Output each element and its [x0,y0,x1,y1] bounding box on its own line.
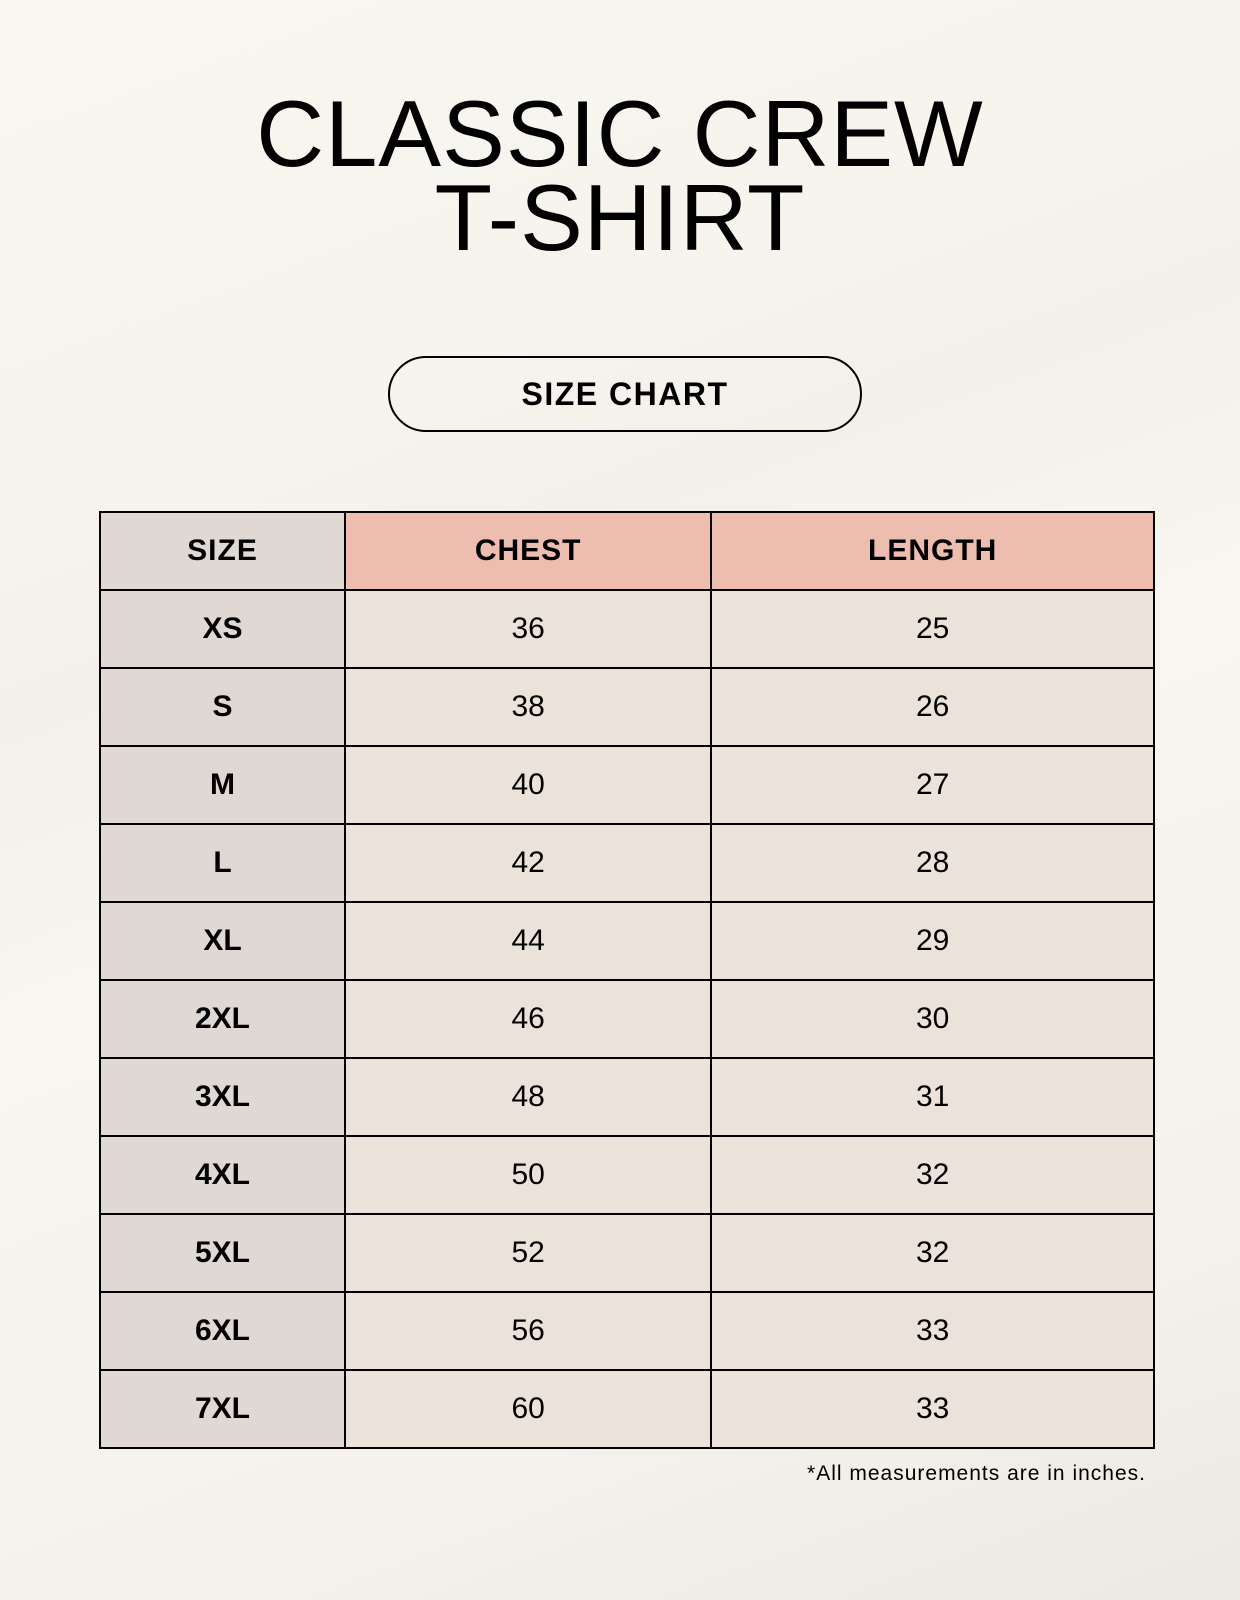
chest-cell: 48 [343,1057,713,1137]
chest-cell: 42 [343,823,713,903]
size-cell: L [99,823,346,903]
title-line-2: T-SHIRT [434,165,806,270]
table-row: XS 36 25 [99,589,1155,669]
length-cell: 33 [710,1291,1155,1371]
chest-cell: 56 [343,1291,713,1371]
page-title: CLASSIC CREW T-SHIRT [0,81,1240,270]
table-row: 4XL 50 32 [99,1135,1155,1215]
table-row: 5XL 52 32 [99,1213,1155,1293]
chest-cell: 38 [343,667,713,747]
chest-cell: 50 [343,1135,713,1215]
table-row: M 40 27 [99,745,1155,825]
size-cell: 5XL [99,1213,346,1293]
table-row: 3XL 48 31 [99,1057,1155,1137]
table-row: L 42 28 [99,823,1155,903]
chest-cell: 44 [343,901,713,981]
length-cell: 32 [710,1135,1155,1215]
chest-cell: 46 [343,979,713,1059]
length-cell: 25 [710,589,1155,669]
length-cell: 31 [710,1057,1155,1137]
size-cell: XL [99,901,346,981]
length-cell: 27 [710,745,1155,825]
table-row: XL 44 29 [99,901,1155,981]
size-cell: 2XL [99,979,346,1059]
size-cell: S [99,667,346,747]
chest-cell: 40 [343,745,713,825]
size-cell: M [99,745,346,825]
header-chest: CHEST [343,511,713,591]
title-line-1: CLASSIC CREW [256,81,984,186]
size-chart-badge: SIZE CHART [388,356,862,432]
chest-cell: 36 [343,589,713,669]
chest-cell: 60 [343,1369,713,1449]
size-cell: 7XL [99,1369,346,1449]
size-cell: 3XL [99,1057,346,1137]
length-cell: 28 [710,823,1155,903]
header-size: SIZE [99,511,346,591]
table-row: 2XL 46 30 [99,979,1155,1059]
length-cell: 26 [710,667,1155,747]
footnote: *All measurements are in inches. [807,1462,1146,1485]
table-row: S 38 26 [99,667,1155,747]
size-cell: XS [99,589,346,669]
size-cell: 6XL [99,1291,346,1371]
length-cell: 32 [710,1213,1155,1293]
table-row: 6XL 56 33 [99,1291,1155,1371]
table-row: 7XL 60 33 [99,1369,1155,1449]
table-header-row: SIZE CHEST LENGTH [99,511,1155,591]
header-length: LENGTH [710,511,1155,591]
size-table: SIZE CHEST LENGTH XS 36 25 S 38 26 M 40 27 L 42 28 X… [99,511,1155,1449]
length-cell: 33 [710,1369,1155,1449]
chest-cell: 52 [343,1213,713,1293]
length-cell: 29 [710,901,1155,981]
length-cell: 30 [710,979,1155,1059]
size-cell: 4XL [99,1135,346,1215]
